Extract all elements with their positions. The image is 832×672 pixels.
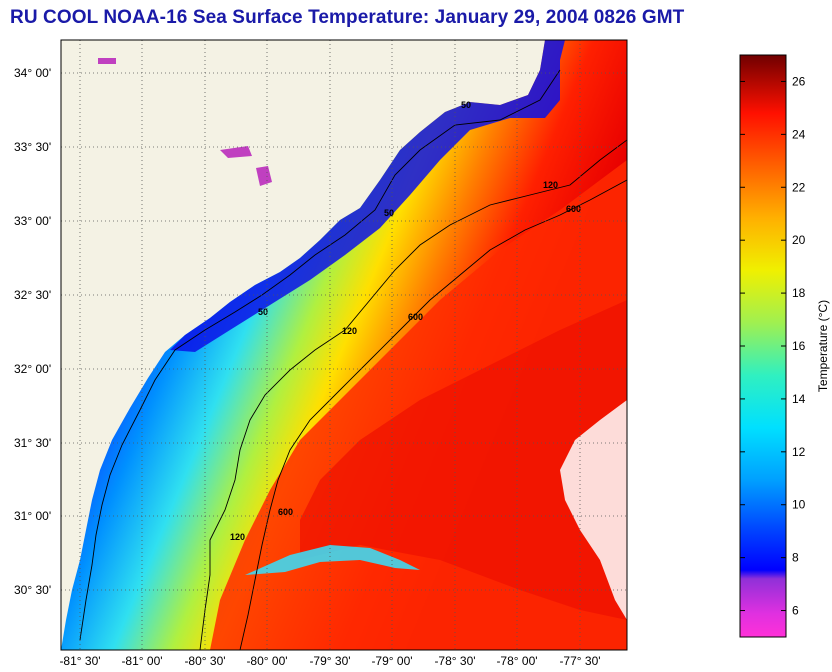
colorbar-tick-label: 12 (792, 445, 806, 459)
inland-lake (220, 146, 252, 158)
contour-label-120: 120 (342, 326, 357, 336)
map-frame (60, 39, 628, 651)
latitude-labels: 34° 00' 33° 30' 33° 00' 32° 30' 32° 00' … (14, 66, 51, 597)
colorbar-tick-label: 24 (792, 127, 806, 141)
colorbar-tick-label: 26 (792, 74, 806, 88)
contour-label-600: 600 (566, 204, 581, 214)
contour-label-600: 600 (278, 507, 293, 517)
colorbar-tick-label: 6 (792, 604, 799, 618)
graticule (61, 40, 627, 650)
contour-label-600: 600 (408, 312, 423, 322)
lon-label: -77° 30' (559, 654, 600, 668)
lat-label: 33° 00' (14, 214, 51, 228)
lon-label: -81° 30' (59, 654, 100, 668)
lat-label: 33° 30' (14, 140, 51, 154)
colorbar-tick-label: 20 (792, 233, 806, 247)
lat-label: 34° 00' (14, 66, 51, 80)
isobath-50m (79, 69, 561, 641)
lon-label: -78° 00' (496, 654, 537, 668)
lon-label: -80° 30' (184, 654, 225, 668)
colorbar-label: Temperature (°C) (816, 300, 830, 392)
colorbar-tick-label: 18 (792, 286, 806, 300)
colorbar-tick-label: 10 (792, 498, 806, 512)
contour-label-50: 50 (258, 307, 268, 317)
lon-label: -78° 30' (434, 654, 475, 668)
colorbar: 6 8 10 12 14 16 18 20 22 24 26 Temperature (°C) (739, 54, 830, 638)
lat-label: 31° 30' (14, 436, 51, 450)
colorbar-ticks: 6 8 10 12 14 16 18 20 22 24 26 (740, 74, 806, 618)
colorbar-tick-label: 22 (792, 180, 806, 194)
lon-label: -79° 30' (309, 654, 350, 668)
colorbar-tick-label: 14 (792, 392, 806, 406)
map-title: RU COOL NOAA-16 Sea Surface Temperature:… (10, 7, 685, 28)
colorbar-scale (740, 55, 786, 637)
inland-lake (256, 166, 272, 186)
lat-label: 31° 00' (14, 509, 51, 523)
lat-label: 32° 30' (14, 288, 51, 302)
lat-label: 30° 30' (14, 583, 51, 597)
cold-filament (245, 545, 420, 575)
inland-lake (98, 58, 116, 64)
longitude-labels: -81° 30' -81° 00' -80° 30' -80° 00' -79°… (59, 654, 600, 668)
isobath-120m (199, 139, 627, 650)
sst-map-panel: 50 50 50 120 120 120 600 600 600 (61, 40, 627, 650)
lon-label: -80° 00' (246, 654, 287, 668)
contour-label-50: 50 (461, 100, 471, 110)
coastal-cold-band (170, 40, 565, 352)
isobath-600m (239, 179, 627, 650)
warm-eddy (300, 300, 627, 620)
colorbar-tick-label: 8 (792, 551, 799, 565)
colorbar-tick-label: 16 (792, 339, 806, 353)
cloud-cover (560, 400, 627, 620)
lon-label: -81° 00' (121, 654, 162, 668)
lat-label: 32° 00' (14, 362, 51, 376)
contour-label-120: 120 (543, 180, 558, 190)
lon-label: -79° 00' (371, 654, 412, 668)
contour-label-120: 120 (230, 532, 245, 542)
contour-label-50: 50 (384, 208, 394, 218)
